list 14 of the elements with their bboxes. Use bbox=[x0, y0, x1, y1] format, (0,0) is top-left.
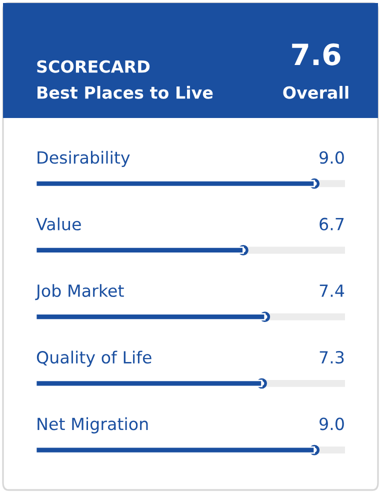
chart-title: SCORECARD bbox=[37, 60, 150, 73]
text: Overall bbox=[283, 86, 348, 99]
data-label: 6.7 bbox=[320, 218, 344, 230]
data-label: 9.0 bbox=[320, 151, 344, 164]
data-label: 7.4 bbox=[320, 284, 344, 297]
data-label: 7.3 bbox=[320, 351, 344, 364]
y-tick-label: Value bbox=[36, 218, 81, 230]
y-tick-label: Desirability bbox=[38, 150, 130, 168]
data-label: 9.0 bbox=[320, 418, 344, 430]
chart-subtitle: Best Places to Live bbox=[38, 86, 213, 99]
text: 7.6 bbox=[292, 43, 340, 66]
y-tick-label: Job Market bbox=[35, 284, 124, 300]
y-tick-label: Quality of Life bbox=[36, 350, 152, 367]
y-tick-label: Net Migration bbox=[38, 417, 148, 434]
